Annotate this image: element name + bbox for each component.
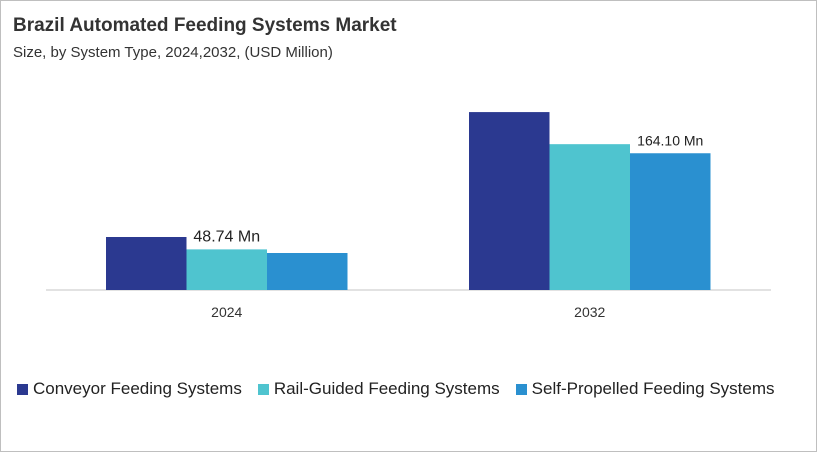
legend-item-self-propelled: Self-Propelled Feeding Systems [515,379,775,399]
data-label: 164.10 Mn [637,132,703,148]
data-label: 48.74 Mn [193,228,260,245]
x-tick-label: 2032 [574,304,605,320]
legend-item-conveyor: Conveyor Feeding Systems [17,379,242,399]
bar-2024-2 [267,253,348,290]
bar-2024-0 [106,237,187,290]
legend-label: Conveyor Feeding Systems [33,379,242,398]
legend: Conveyor Feeding Systems Rail-Guided Fee… [17,379,775,399]
bar-2024-1 [186,249,267,290]
legend-label: Rail-Guided Feeding Systems [273,379,500,398]
bar-2032-1 [549,144,630,290]
legend-swatch [17,383,28,395]
bar-2032-0 [469,112,550,290]
chart-subtitle: Size, by System Type, 2024,2032, (USD Mi… [13,44,333,61]
chart-title: Brazil Automated Feeding Systems Market [13,15,397,36]
legend-swatch [515,383,527,395]
x-tick-label: 2024 [211,304,242,320]
legend-item-rail-guided: Rail-Guided Feeding Systems [257,379,500,399]
bar-2032-2 [630,153,711,290]
legend-label: Self-Propelled Feeding Systems [531,379,775,398]
legend-swatch [257,383,269,395]
